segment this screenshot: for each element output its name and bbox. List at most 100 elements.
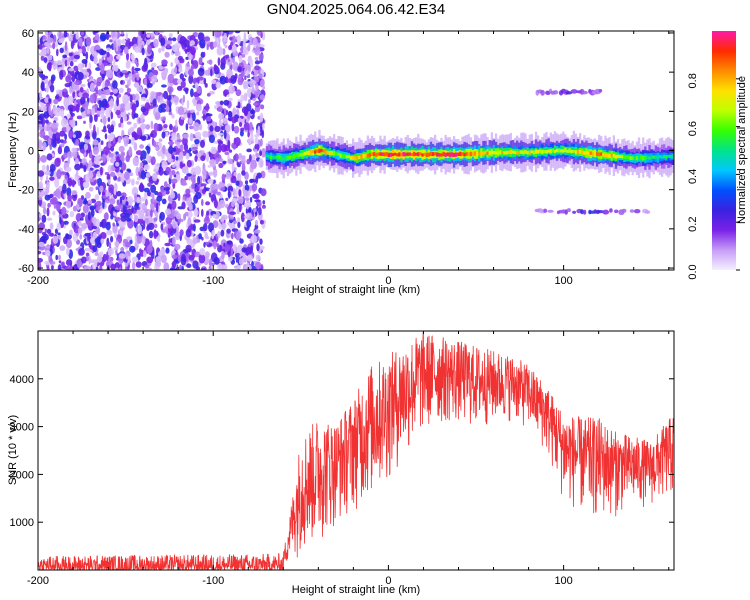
noise-speckle [80,31,85,36]
noise-speckle [253,208,257,213]
band-cell [625,155,628,159]
noise-speckle [116,202,124,206]
noise-speckle [211,197,217,201]
noise-speckle [235,180,240,186]
noise-speckle [240,212,245,223]
band-cell [524,150,527,154]
noise-speckle [190,88,194,98]
noise-speckle [165,208,172,216]
noise-speckle [251,94,256,99]
noise-speckle [91,225,98,230]
noise-speckle [68,129,74,140]
noise-speckle [228,255,233,262]
noise-speckle [242,63,249,69]
noise-speckle [192,237,198,245]
y-tick-label: -60 [18,263,34,275]
noise-speckle [76,258,82,269]
noise-speckle [251,81,257,84]
noise-speckle [241,156,246,166]
noise-speckle [239,130,244,137]
band-cell [457,152,460,156]
noise-speckle [177,193,181,202]
noise-speckle [185,56,189,61]
noise-speckle [156,195,163,202]
sideband-speckle [609,208,613,213]
noise-speckle [49,193,54,198]
band-cell [377,152,380,156]
noise-speckle [251,86,255,94]
noise-speckle [47,137,52,146]
band-cell [478,152,481,156]
noise-speckle [102,115,107,126]
noise-speckle [71,73,76,83]
noise-speckle [259,150,262,156]
noise-speckle [206,116,212,122]
noise-speckle [89,237,97,245]
noise-speckle [203,223,208,232]
noise-speckle [70,87,75,93]
noise-speckle [254,219,259,226]
band-cell [461,152,464,156]
noise-speckle [228,149,233,153]
noise-speckle [251,97,257,101]
band-cell [452,152,456,157]
noise-speckle [169,170,173,180]
noise-speckle [247,44,251,52]
noise-speckle [259,238,263,245]
noise-speckle [116,171,122,177]
noise-speckle [56,222,61,231]
noise-speckle [39,213,42,219]
noise-speckle [250,245,254,254]
noise-speckle [46,217,53,221]
noise-speckle [191,146,198,150]
noise-speckle [133,122,138,129]
noise-speckle [208,188,212,194]
band-cell [438,153,441,157]
noise-speckle [38,257,43,263]
band-cell [583,151,586,155]
band-cell [265,154,269,158]
noise-speckle [222,48,226,55]
noise-speckle [75,31,79,40]
noise-speckle [107,116,111,122]
noise-speckle [108,140,111,149]
noise-speckle [171,44,178,52]
noise-speckle [181,201,186,210]
band-cell [511,150,515,154]
noise-speckle [237,101,241,109]
noise-speckle [157,235,161,243]
noise-speckle [140,96,147,101]
noise-speckle [220,57,226,66]
band-cell [633,156,636,161]
noise-speckle [54,178,60,188]
noise-speckle [260,188,267,197]
noise-speckle [75,203,80,209]
noise-speckle [247,131,250,138]
noise-speckle [254,56,259,61]
noise-speckle [99,32,107,42]
noise-speckle [43,57,48,63]
noise-speckle [124,114,128,122]
noise-speckle [152,193,155,203]
noise-speckle [167,95,172,101]
noise-speckle [161,59,168,66]
noise-speckle [98,99,102,109]
noise-speckle [165,216,172,225]
noise-speckle [236,244,244,255]
noise-speckle [179,161,184,169]
noise-speckle [120,80,123,85]
band-cell [444,152,447,157]
noise-speckle [171,188,174,196]
noise-speckle [185,228,192,238]
noise-speckle [95,67,101,71]
noise-speckle [141,47,145,56]
noise-speckle [89,76,94,80]
noise-speckle [133,214,139,223]
noise-speckle [135,261,142,268]
band-cell [431,152,435,157]
band-cell [661,155,664,159]
noise-speckle [65,75,72,83]
noise-speckle [196,86,202,94]
band-cell [631,156,634,161]
band-cell [663,155,666,159]
